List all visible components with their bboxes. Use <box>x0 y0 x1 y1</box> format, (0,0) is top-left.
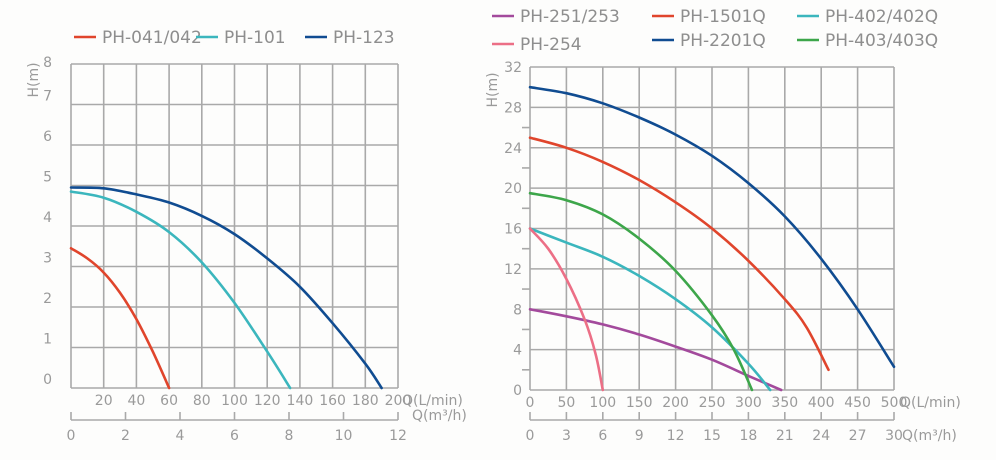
y-tick-label: 4 <box>43 210 52 226</box>
x-tick-label: 180 <box>352 393 379 409</box>
x2-tick-label: 10 <box>335 428 353 444</box>
y-tick-label: 12 <box>504 262 522 278</box>
y-tick-label: 24 <box>504 141 522 157</box>
x2-tick-label: 8 <box>285 428 294 444</box>
legend-label: PH-041/042 <box>102 28 202 48</box>
y-axis-label: H(m) <box>26 62 42 97</box>
y-tick-label: 5 <box>43 170 52 186</box>
x2-axis-label: Q(m³/h) <box>412 408 467 424</box>
x2-tick-label: 15 <box>703 428 721 444</box>
legend-label: PH-2201Q <box>680 31 766 51</box>
y-axis-label: H(m) <box>485 72 501 107</box>
x-tick-label: 100 <box>589 395 616 411</box>
x2-tick-label: 6 <box>230 428 239 444</box>
x-tick-label: 500 <box>881 395 908 411</box>
x2-tick-label: 18 <box>739 428 757 444</box>
x-tick-label: 200 <box>662 395 689 411</box>
legend-label: PH-254 <box>520 35 582 55</box>
y-tick-label: 2 <box>43 291 52 307</box>
y-tick-label: 8 <box>43 55 52 71</box>
x2-tick-label: 6 <box>598 428 607 444</box>
x-tick-label: 450 <box>844 395 871 411</box>
x-tick-label: 100 <box>221 393 248 409</box>
curve-ph-041-042 <box>69 247 171 390</box>
x-tick-label: 20 <box>95 393 113 409</box>
x-tick-label: 150 <box>626 395 653 411</box>
x-axis-label: Q(L/min) <box>402 393 463 409</box>
curve-ph-2201q <box>528 85 896 369</box>
x2-tick-label: 4 <box>176 428 185 444</box>
x-tick-label: 200 <box>385 393 412 409</box>
x-tick-label: 350 <box>771 395 798 411</box>
x-tick-label: 50 <box>557 395 575 411</box>
y-tick-label: 16 <box>504 222 522 238</box>
curve-ph-101 <box>69 190 292 390</box>
x-tick-label: 40 <box>127 393 145 409</box>
x2-tick-label: 27 <box>849 428 867 444</box>
x-tick-label: 120 <box>254 393 281 409</box>
x2-tick-label: 3 <box>562 428 571 444</box>
x2-tick-label: 0 <box>526 428 535 444</box>
y-tick-label: 0 <box>513 383 522 399</box>
x-tick-label: 80 <box>193 393 211 409</box>
x2-tick-label: 24 <box>812 428 830 444</box>
x2-tick-label: 21 <box>776 428 794 444</box>
y-tick-label: 8 <box>513 302 522 318</box>
x2-tick-label: 2 <box>121 428 130 444</box>
curve-ph-402-402q <box>528 227 772 392</box>
curve-ph-1501q <box>528 136 830 372</box>
legend-label: PH-402/402Q <box>825 7 938 27</box>
y-tick-label: 1 <box>43 332 52 348</box>
x-tick-label: 140 <box>287 393 314 409</box>
curve-ph-254 <box>528 227 605 392</box>
x-tick-label: 0 <box>526 395 535 411</box>
x-tick-label: 400 <box>808 395 835 411</box>
y-tick-label: 32 <box>504 60 522 76</box>
x2-tick-label: 9 <box>635 428 644 444</box>
x2-axis-label: Q(m³/h) <box>902 428 957 444</box>
legend-label: PH-251/253 <box>520 7 620 27</box>
x-axis-label: Q(L/min) <box>900 395 961 411</box>
y-tick-label: 6 <box>43 129 52 145</box>
x2-tick-label: 30 <box>885 428 903 444</box>
legend-label: PH-123 <box>333 28 395 48</box>
y-tick-label: 28 <box>504 100 522 116</box>
x-tick-label: 60 <box>160 393 178 409</box>
curve-ph-123 <box>69 186 383 390</box>
y-tick-label: 20 <box>504 181 522 197</box>
x-tick-label: 160 <box>319 393 346 409</box>
curve-ph-403-403q <box>528 191 754 392</box>
legend-label: PH-101 <box>224 28 286 48</box>
x-tick-label: 250 <box>699 395 726 411</box>
y-tick-label: 7 <box>43 89 52 105</box>
x-tick-label: 300 <box>735 395 762 411</box>
legend-label: PH-1501Q <box>680 7 766 27</box>
x2-tick-label: 12 <box>667 428 685 444</box>
x2-tick-label: 12 <box>389 428 407 444</box>
y-tick-label: 3 <box>43 251 52 267</box>
y-tick-label: 0 <box>43 372 52 388</box>
x2-tick-label: 0 <box>67 428 76 444</box>
y-tick-label: 4 <box>513 343 522 359</box>
legend-label: PH-403/403Q <box>825 31 938 51</box>
